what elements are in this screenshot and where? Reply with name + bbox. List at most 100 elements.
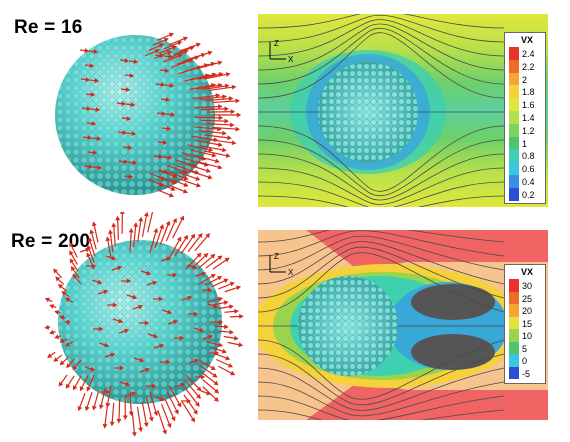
- force-arrowhead: [178, 238, 181, 241]
- force-arrowhead: [165, 39, 168, 42]
- legend-tick-label: 0: [522, 356, 527, 366]
- force-arrowhead: [216, 160, 219, 163]
- legend-title: VX: [521, 267, 533, 277]
- svg-text:X: X: [288, 268, 294, 277]
- legend-tick-label: 0.4: [522, 177, 535, 187]
- force-arrowhead: [55, 335, 58, 338]
- force-arrow: [160, 222, 169, 245]
- force-arrowhead: [239, 343, 242, 346]
- force-arrowhead: [46, 326, 49, 329]
- force-arrow: [112, 403, 114, 425]
- legend-swatch: [509, 47, 519, 60]
- force-arrowhead: [237, 286, 240, 289]
- force-arrow: [158, 410, 166, 433]
- force-arrowhead: [195, 171, 198, 174]
- force-arrowhead: [178, 42, 181, 45]
- force-arrowhead: [232, 141, 235, 144]
- force-arrowhead: [231, 283, 234, 286]
- force-arrowhead: [93, 223, 96, 226]
- force-arrowhead: [163, 431, 166, 434]
- force-arrowhead: [219, 344, 222, 347]
- force-arrowhead: [89, 238, 92, 241]
- svg-text:Z: Z: [274, 252, 279, 261]
- force-arrowhead: [93, 406, 96, 409]
- legend-tick-label: 2: [522, 75, 527, 85]
- force-arrowhead: [145, 423, 148, 426]
- legend-tick-label: 2.4: [522, 49, 535, 59]
- force-arrowhead: [226, 357, 229, 360]
- legend-tick-label: -5: [522, 369, 530, 379]
- legend-tick-label: 5: [522, 344, 527, 354]
- force-arrowhead: [86, 248, 89, 251]
- legend-swatch: [509, 175, 519, 188]
- force-arrowhead: [118, 419, 121, 422]
- particle-sphere-re200: [40, 212, 255, 437]
- force-arrowhead: [112, 224, 115, 227]
- force-arrowhead: [100, 405, 103, 408]
- force-arrow: [142, 213, 147, 237]
- force-arrowhead: [225, 120, 228, 123]
- force-arrowhead: [160, 225, 163, 228]
- legend-tick-label: 0.6: [522, 164, 535, 174]
- force-arrowhead: [134, 223, 137, 226]
- force-arrowhead: [213, 154, 216, 157]
- force-arrowhead: [215, 352, 218, 355]
- force-arrowhead: [155, 412, 158, 415]
- force-arrowhead: [178, 403, 181, 406]
- force-arrowhead: [223, 149, 226, 152]
- legend-tick-label: 1.8: [522, 87, 535, 97]
- force-arrowhead: [208, 176, 211, 179]
- force-arrowhead: [219, 143, 222, 146]
- force-arrowhead: [80, 387, 83, 390]
- force-arrowhead: [130, 229, 133, 232]
- force-arrowhead: [184, 190, 187, 193]
- force-arrowhead: [168, 424, 171, 427]
- force-arrowhead: [184, 183, 187, 186]
- legend-swatch: [509, 279, 519, 292]
- legend-tick-label: 0.8: [522, 151, 535, 161]
- force-arrowhead: [207, 169, 210, 172]
- force-arrowhead: [174, 219, 177, 222]
- legend-swatch: [509, 162, 519, 175]
- force-arrowhead: [196, 177, 199, 180]
- force-arrow: [114, 224, 116, 246]
- force-arrowhead: [87, 254, 90, 257]
- legend-tick-label: 10: [522, 331, 532, 341]
- force-arrowhead: [229, 97, 232, 100]
- force-arrowhead: [106, 404, 109, 407]
- force-arrowhead: [50, 305, 53, 308]
- force-arrowhead: [219, 105, 222, 108]
- legend-swatch: [509, 367, 519, 380]
- force-arrow: [119, 399, 120, 422]
- force-arrowhead: [150, 418, 153, 421]
- force-arrowhead: [55, 311, 58, 314]
- force-arrow: [132, 412, 134, 436]
- force-arrowhead: [121, 212, 124, 213]
- force-arrowhead: [111, 422, 114, 425]
- force-arrowhead: [202, 157, 205, 160]
- legend-tick-label: 30: [522, 281, 532, 291]
- force-arrowhead: [209, 148, 212, 151]
- legend-swatch: [509, 98, 519, 111]
- force-arrowhead: [106, 238, 109, 241]
- legend-swatch: [509, 60, 519, 73]
- force-arrowhead: [50, 331, 53, 334]
- legend-tick-label: 25: [522, 294, 532, 304]
- force-arrow: [142, 402, 147, 426]
- force-arrowhead: [235, 310, 238, 313]
- legend-swatch: [509, 111, 519, 124]
- force-arrowhead: [231, 123, 234, 126]
- force-arrowhead: [116, 217, 119, 220]
- force-arrowhead: [236, 128, 239, 131]
- force-arrowhead: [184, 177, 187, 180]
- legend-swatch: [509, 304, 519, 317]
- legend-tick-label: 1: [522, 139, 527, 149]
- force-arrowhead: [70, 251, 73, 254]
- force-arrowhead: [225, 107, 228, 110]
- force-arrowhead: [225, 325, 228, 328]
- force-arrowhead: [223, 95, 226, 98]
- force-arrow: [198, 62, 222, 68]
- force-arrowhead: [124, 416, 127, 419]
